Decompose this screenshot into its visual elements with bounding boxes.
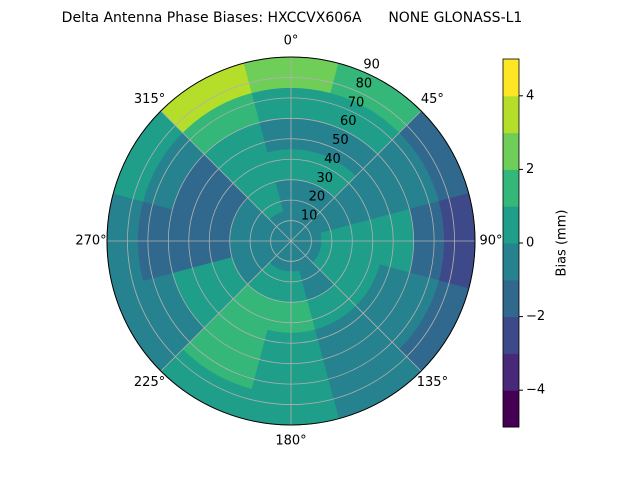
theta-tick-label: 315° bbox=[134, 92, 165, 107]
theta-tick-label: 270° bbox=[75, 234, 106, 249]
colorbar-band bbox=[503, 95, 519, 134]
colorbar-band bbox=[503, 353, 519, 391]
theta-tick-label: 225° bbox=[134, 375, 165, 390]
theta-tick-label: 90° bbox=[479, 234, 502, 249]
theta-tick-label: 45° bbox=[421, 92, 444, 107]
r-tick-label: 20 bbox=[309, 190, 326, 205]
colorbar-label: Bias (mm) bbox=[555, 210, 570, 277]
angular-grid bbox=[290, 110, 422, 242]
r-tick-label: 40 bbox=[324, 152, 341, 167]
colorbar-tick-label: −2 bbox=[526, 309, 545, 324]
colorbar-band bbox=[503, 316, 519, 354]
chart-title: Delta Antenna Phase Biases: HXCCVX606A N… bbox=[62, 10, 523, 26]
r-tick-label: 10 bbox=[301, 209, 318, 224]
theta-tick-label: 180° bbox=[275, 434, 306, 449]
colorbar-tick-label: 4 bbox=[526, 88, 534, 103]
colorbar-band bbox=[503, 59, 519, 97]
r-tick-label: 80 bbox=[356, 76, 373, 91]
colorbar-band bbox=[503, 390, 519, 428]
colorbar-band bbox=[503, 132, 519, 170]
angular-grid bbox=[160, 240, 292, 372]
angular-grid bbox=[290, 240, 422, 372]
colorbar-band bbox=[503, 279, 519, 318]
angular-grid bbox=[160, 110, 292, 242]
theta-tick-label: 135° bbox=[417, 375, 448, 390]
colorbar-band bbox=[503, 206, 519, 244]
colorbar-tick-label: 2 bbox=[526, 162, 534, 177]
colorbar-band bbox=[503, 243, 519, 281]
r-tick-label: 70 bbox=[348, 95, 365, 110]
colorbar-tick-label: 0 bbox=[526, 236, 534, 251]
polar-frame bbox=[106, 56, 476, 426]
r-tick-label: 90 bbox=[363, 58, 380, 73]
r-tick-label: 60 bbox=[340, 114, 357, 129]
theta-tick-label: 0° bbox=[284, 34, 299, 49]
r-tick-label: 30 bbox=[316, 171, 333, 186]
r-tick-label: 50 bbox=[332, 133, 349, 148]
colorbar-band bbox=[503, 169, 519, 207]
colorbar-tick-label: −4 bbox=[526, 383, 545, 398]
